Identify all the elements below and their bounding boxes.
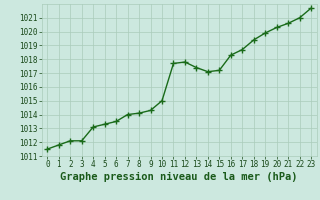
X-axis label: Graphe pression niveau de la mer (hPa): Graphe pression niveau de la mer (hPa) (60, 172, 298, 182)
